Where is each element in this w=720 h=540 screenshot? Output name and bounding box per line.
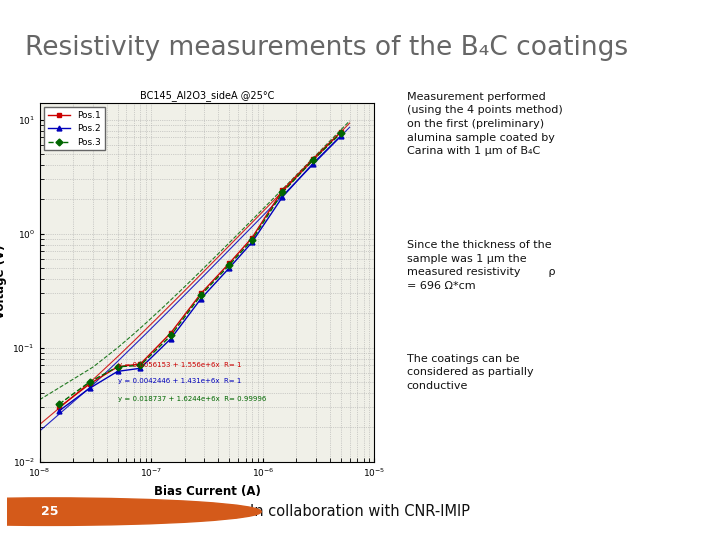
Line: Pos.2: Pos.2 [57, 133, 343, 413]
Pos.3 [336, 130, 345, 137]
Pos.2 [166, 335, 175, 342]
Circle shape [0, 498, 261, 525]
Line: Pos.3: Pos.3 [57, 131, 343, 407]
Pos.2 [248, 239, 256, 246]
Pos.1 [336, 129, 345, 135]
Line: Pos.1: Pos.1 [57, 130, 343, 410]
Text: Measurement performed
(using the 4 points method)
on the first (preliminary)
alu: Measurement performed (using the 4 point… [407, 92, 562, 156]
Legend: Pos.1, Pos.2, Pos.3: Pos.1, Pos.2, Pos.3 [44, 107, 105, 150]
Text: Since the thickness of the
sample was 1 μm the
measured resistivity        ρ
= 6: Since the thickness of the sample was 1 … [407, 240, 555, 291]
X-axis label: Bias Current (A): Bias Current (A) [153, 484, 261, 497]
Text: y = 0.0042446 + 1.431e+6x  R= 1: y = 0.0042446 + 1.431e+6x R= 1 [117, 378, 241, 384]
Pos.1 [55, 404, 63, 410]
Pos.3 [197, 292, 205, 298]
Text: Resistivity measurements of the B₄C coatings: Resistivity measurements of the B₄C coat… [24, 36, 628, 62]
Pos.3 [136, 362, 145, 369]
Text: y = 0.018737 + 1.6244e+6x  R= 0.99996: y = 0.018737 + 1.6244e+6x R= 0.99996 [117, 396, 266, 402]
Pos.2 [113, 368, 122, 375]
Text: y = 0.0056153 + 1.556e+6x  R= 1: y = 0.0056153 + 1.556e+6x R= 1 [117, 362, 241, 368]
Pos.1 [136, 361, 145, 367]
Y-axis label: Voltage (V): Voltage (V) [0, 245, 7, 319]
Pos.2 [55, 408, 63, 414]
Pos.2 [197, 295, 205, 302]
Pos.3 [278, 189, 287, 195]
Pos.2 [308, 160, 317, 167]
Pos.1 [278, 187, 287, 194]
Pos.3 [308, 157, 317, 164]
Pos.2 [336, 133, 345, 139]
Pos.3 [225, 262, 233, 268]
Pos.2 [278, 194, 287, 200]
Title: BC145_Al2O3_sideA @25°C: BC145_Al2O3_sideA @25°C [140, 90, 274, 102]
Pos.1 [166, 329, 175, 336]
Pos.2 [85, 385, 94, 392]
Pos.3 [166, 332, 175, 339]
Pos.1 [225, 260, 233, 267]
Pos.2 [136, 365, 145, 372]
Pos.1 [308, 156, 317, 163]
Text: The coatings can be
considered as partially
conductive: The coatings can be considered as partia… [407, 354, 534, 391]
Pos.3 [113, 363, 122, 370]
Pos.1 [113, 363, 122, 370]
Pos.1 [248, 234, 256, 241]
Text: In collaboration with CNR-IMIP: In collaboration with CNR-IMIP [250, 504, 470, 519]
Pos.1 [197, 290, 205, 296]
Pos.1 [85, 381, 94, 387]
Text: 25: 25 [41, 505, 58, 518]
Pos.3 [85, 379, 94, 385]
Pos.3 [55, 401, 63, 407]
Pos.3 [248, 237, 256, 243]
Pos.2 [225, 265, 233, 271]
